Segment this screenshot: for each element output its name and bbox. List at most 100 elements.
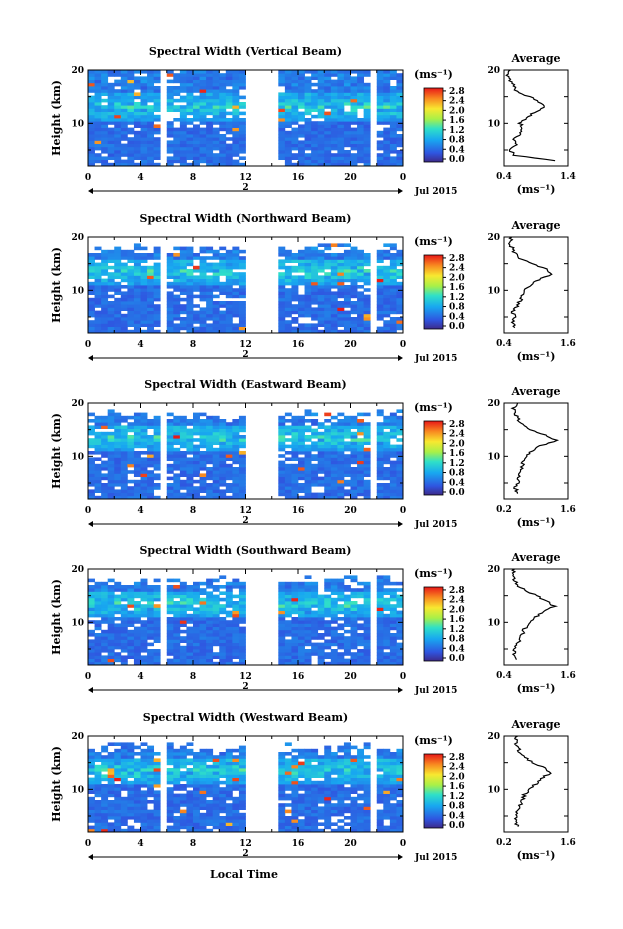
heatmap-cell (179, 822, 187, 826)
heatmap-cell (114, 246, 122, 251)
heatmap-cell (179, 597, 187, 602)
heatmap-cell (173, 473, 181, 477)
heatmap-cell (304, 626, 312, 631)
heatmap-cell (206, 822, 214, 826)
heatmap-cell (101, 463, 109, 468)
heatmap-cell (311, 156, 319, 160)
heatmap-cell (120, 476, 128, 481)
heatmap-cell (193, 162, 200, 167)
heatmap-cell (317, 256, 325, 260)
heatmap-cell (88, 137, 95, 141)
heatmap-cell (284, 457, 292, 461)
heatmap-cell (238, 281, 246, 286)
heatmap-cell (193, 796, 200, 801)
heatmap-cell (278, 460, 286, 465)
x-tick-label: 0 (85, 340, 91, 350)
heatmap-cell (101, 777, 109, 782)
heatmap-cell (291, 809, 299, 814)
heatmap-cell (101, 467, 109, 471)
heatmap-cell (298, 134, 305, 138)
heatmap-cell (330, 92, 338, 96)
heatmap-cell (225, 162, 233, 167)
heatmap-cell (193, 771, 200, 775)
heatmap-cell (127, 796, 135, 801)
heatmap-cell (330, 285, 338, 289)
heatmap-cell (238, 422, 246, 426)
heatmap-cell (225, 809, 233, 814)
heatmap-cell (232, 629, 240, 634)
heatmap-cell (173, 457, 181, 461)
heatmap-cell (212, 111, 220, 116)
heatmap-cell (127, 780, 135, 785)
heatmap-cell (88, 118, 95, 122)
heatmap-cell (284, 784, 292, 788)
heatmap-cell (193, 76, 200, 80)
heatmap-cell (291, 486, 299, 490)
colorbar-tick-label: 2.4 (449, 430, 465, 440)
heatmap-cell (140, 156, 148, 160)
heatmap-cell (232, 604, 240, 608)
heatmap-cell (389, 412, 397, 417)
heatmap-cell (389, 623, 397, 627)
heatmap-cell (179, 275, 187, 279)
heatmap-cell (232, 479, 240, 484)
heatmap-cell (350, 259, 358, 263)
y-axis-label: Height (km) (50, 247, 63, 323)
heatmap-cell (114, 79, 122, 84)
heatmap-cell (127, 601, 135, 605)
heatmap-cell (396, 124, 404, 128)
heatmap-cell (284, 761, 292, 766)
heatmap-cell (94, 425, 102, 429)
heatmap-cell (383, 441, 391, 445)
heatmap-cell (232, 578, 240, 583)
heatmap-cell (140, 819, 148, 823)
heatmap-cell (330, 130, 338, 135)
heatmap-cell (298, 470, 305, 474)
heatmap-cell (212, 803, 220, 807)
x-tick-label: 0 (85, 672, 91, 682)
heatmap-cell (199, 819, 207, 823)
heatmap-cell (317, 269, 325, 273)
heatmap-cell (232, 98, 240, 103)
heatmap-cell (383, 326, 391, 331)
heatmap-cell (311, 620, 319, 624)
heatmap-cell (298, 415, 305, 420)
heatmap-cell (337, 272, 345, 276)
heatmap-cell (101, 288, 109, 292)
heatmap-cell (186, 281, 194, 286)
heatmap-cell (186, 262, 194, 267)
heatmap-cell (376, 591, 384, 595)
heatmap-cell (317, 134, 325, 138)
heatmap-cell (133, 806, 141, 810)
heatmap-cell (107, 256, 115, 260)
heatmap-cell (206, 76, 214, 80)
heatmap-cell (232, 601, 240, 605)
heatmap-cell (238, 467, 246, 471)
heatmap-cell (120, 610, 128, 615)
heatmap-cell (166, 253, 174, 257)
heatmap-cell (357, 82, 365, 87)
heatmap-cell (147, 105, 155, 109)
heatmap-cell (357, 451, 365, 455)
heatmap-cell (317, 98, 325, 103)
heatmap-cell (232, 768, 240, 772)
heatmap-cell (363, 143, 371, 148)
heatmap-cell (114, 70, 122, 74)
heatmap-cell (212, 425, 220, 429)
heatmap-cell (186, 329, 194, 334)
heatmap-cell (311, 467, 319, 471)
heatmap-cell (376, 428, 384, 433)
heatmap-cell (291, 617, 299, 621)
heatmap-cell (376, 146, 384, 151)
heatmap-cell (383, 102, 391, 106)
heatmap-cell (284, 597, 292, 602)
heatmap-cell (88, 594, 95, 599)
heatmap-cell (193, 761, 200, 766)
heatmap-cell (147, 828, 155, 833)
heatmap-cell (311, 329, 319, 334)
heatmap-cell (324, 454, 332, 458)
heatmap-cell (179, 288, 187, 292)
heatmap-cell (376, 249, 384, 254)
heatmap-cell (317, 288, 325, 292)
heatmap-cell (389, 281, 397, 286)
